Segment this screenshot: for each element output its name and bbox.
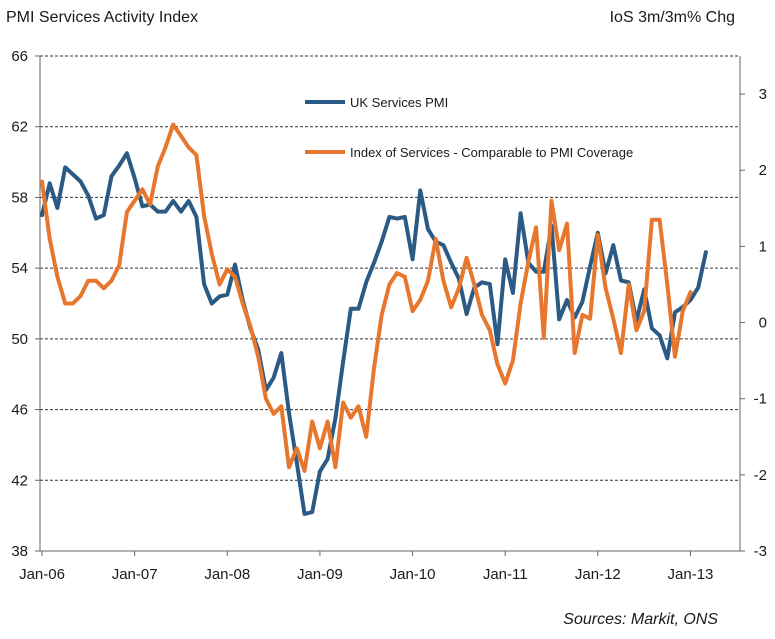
x-tick-label-Jan-12: Jan-12 bbox=[575, 566, 621, 583]
left-tick-label-62: 62 bbox=[11, 119, 28, 136]
left-axis-tick-labels: 66 62 58 54 50 46 42 38 bbox=[11, 48, 40, 560]
legend-label-index-of-services: Index of Services - Comparable to PMI Co… bbox=[350, 145, 633, 160]
right-tick-label--2: -2 bbox=[754, 467, 767, 484]
right-tick-label-1: 1 bbox=[759, 238, 767, 255]
right-tick-label-0: 0 bbox=[759, 315, 767, 332]
legend-label-uk-services-pmi: UK Services PMI bbox=[350, 95, 448, 110]
right-tick-label-2: 2 bbox=[759, 162, 767, 179]
left-tick-label-58: 58 bbox=[11, 189, 28, 206]
x-tick-label-Jan-08: Jan-08 bbox=[204, 566, 250, 583]
right-tick-label-3: 3 bbox=[759, 86, 767, 103]
source-note: Sources: Markit, ONS bbox=[563, 611, 718, 628]
right-tick-label--1: -1 bbox=[754, 391, 767, 408]
x-tick-label-Jan-13: Jan-13 bbox=[668, 566, 714, 583]
left-tick-label-66: 66 bbox=[11, 48, 28, 65]
right-tick-label--3: -3 bbox=[754, 543, 767, 560]
chart-title: PMI Services Activity Index bbox=[6, 9, 198, 26]
x-tick-label-Jan-09: Jan-09 bbox=[297, 566, 343, 583]
series-line-uk-services-pmi bbox=[40, 151, 708, 516]
right-axis-tick-labels: 3 2 1 0 -1 -2 -3 bbox=[740, 86, 767, 560]
left-tick-label-46: 46 bbox=[11, 402, 28, 419]
left-tick-label-38: 38 bbox=[11, 543, 28, 560]
right-axis-title: IoS 3m/3m% Chg bbox=[610, 9, 735, 26]
axes bbox=[39, 56, 741, 552]
series-lines bbox=[40, 122, 708, 516]
legend: UK Services PMI Index of Services - Comp… bbox=[305, 95, 633, 160]
left-tick-label-50: 50 bbox=[11, 331, 28, 348]
x-axis-tick-labels: Jan-06 Jan-07 Jan-08 Jan-09 Jan-10 Jan-11 Jan-… bbox=[19, 551, 713, 583]
series-line-index-of-services bbox=[40, 122, 693, 473]
x-tick-label-Jan-11: Jan-11 bbox=[483, 566, 528, 583]
x-tick-label-Jan-06: Jan-06 bbox=[19, 566, 65, 583]
left-tick-label-54: 54 bbox=[11, 260, 28, 277]
gridlines bbox=[40, 55, 740, 481]
left-tick-label-42: 42 bbox=[11, 472, 28, 489]
x-tick-label-Jan-10: Jan-10 bbox=[390, 566, 436, 583]
x-tick-label-Jan-07: Jan-07 bbox=[112, 566, 158, 583]
